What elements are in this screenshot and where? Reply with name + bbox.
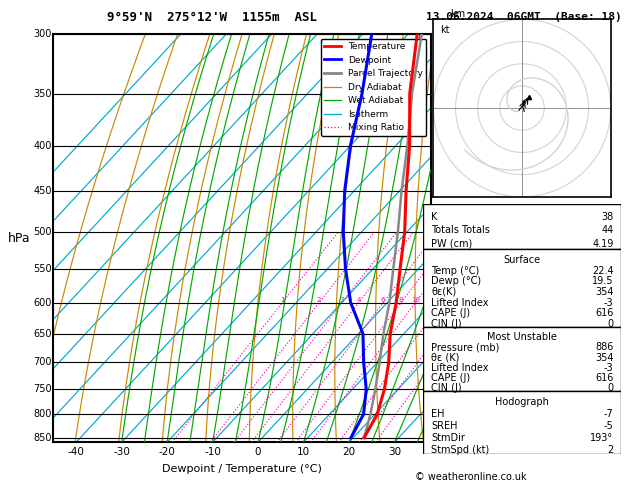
- Text: 0: 0: [608, 319, 613, 329]
- Text: hPa: hPa: [8, 232, 31, 244]
- Text: 9°59'N  275°12'W  1155m  ASL: 9°59'N 275°12'W 1155m ASL: [107, 11, 317, 24]
- Text: K: K: [431, 211, 438, 222]
- Text: LCL: LCL: [433, 433, 450, 443]
- Text: 4: 4: [433, 329, 439, 339]
- Text: 350: 350: [33, 89, 52, 99]
- Text: θε (K): θε (K): [431, 353, 460, 363]
- Text: EH: EH: [431, 409, 445, 419]
- Text: 700: 700: [33, 358, 52, 367]
- Text: -3: -3: [604, 363, 613, 373]
- Text: θε(K): θε(K): [431, 287, 457, 297]
- Text: 300: 300: [33, 29, 52, 39]
- Text: 193°: 193°: [591, 434, 613, 443]
- Text: Hodograph: Hodograph: [496, 397, 549, 407]
- Text: Lifted Index: Lifted Index: [431, 297, 489, 308]
- Text: CIN (J): CIN (J): [431, 319, 462, 329]
- Text: -30: -30: [113, 447, 130, 457]
- Text: StmSpd (kt): StmSpd (kt): [431, 445, 489, 455]
- Text: © weatheronline.co.uk: © weatheronline.co.uk: [415, 472, 526, 482]
- Text: 750: 750: [33, 384, 52, 394]
- Text: CIN (J): CIN (J): [431, 383, 462, 393]
- Text: Totals Totals: Totals Totals: [431, 226, 490, 235]
- Bar: [423, 391, 621, 454]
- Text: 3: 3: [433, 358, 439, 367]
- Text: 3: 3: [340, 297, 344, 303]
- Text: 6: 6: [433, 227, 439, 237]
- Text: kt: kt: [440, 25, 450, 35]
- Text: 600: 600: [33, 298, 52, 308]
- Text: 650: 650: [33, 329, 52, 339]
- Text: Pressure (mb): Pressure (mb): [431, 343, 499, 352]
- Text: 30: 30: [388, 447, 401, 457]
- Bar: [423, 327, 621, 391]
- Text: -7: -7: [604, 409, 613, 419]
- Text: SREH: SREH: [431, 421, 458, 431]
- Text: 5: 5: [433, 264, 439, 274]
- Text: Surface: Surface: [504, 255, 541, 265]
- Text: StmDir: StmDir: [431, 434, 465, 443]
- Text: 6: 6: [381, 297, 386, 303]
- Text: -3: -3: [604, 297, 613, 308]
- Text: 20: 20: [342, 447, 355, 457]
- Text: 10: 10: [411, 297, 420, 303]
- Text: 0: 0: [608, 383, 613, 393]
- Text: CAPE (J): CAPE (J): [431, 373, 470, 383]
- Bar: [423, 249, 621, 327]
- Text: 354: 354: [595, 353, 613, 363]
- Text: 10: 10: [297, 447, 310, 457]
- Text: Lifted Index: Lifted Index: [431, 363, 489, 373]
- Text: 616: 616: [595, 308, 613, 318]
- Text: 2: 2: [607, 445, 613, 455]
- Text: Temp (°C): Temp (°C): [431, 266, 479, 276]
- Text: 22.4: 22.4: [592, 266, 613, 276]
- Text: Dewp (°C): Dewp (°C): [431, 276, 481, 286]
- Text: 38: 38: [601, 211, 613, 222]
- Text: -5: -5: [604, 421, 613, 431]
- Text: 2: 2: [317, 297, 321, 303]
- Text: Mixing Ratio (g/kg): Mixing Ratio (g/kg): [479, 241, 489, 333]
- Text: 13.06.2024  06GMT  (Base: 18): 13.06.2024 06GMT (Base: 18): [426, 12, 622, 22]
- Text: 800: 800: [33, 409, 52, 419]
- Text: Most Unstable: Most Unstable: [487, 332, 557, 342]
- Bar: [423, 204, 621, 249]
- Text: -10: -10: [204, 447, 221, 457]
- Text: -20: -20: [159, 447, 175, 457]
- Text: 0: 0: [255, 447, 261, 457]
- Text: 4.19: 4.19: [592, 239, 613, 249]
- Text: 450: 450: [33, 186, 52, 196]
- Text: 886: 886: [595, 343, 613, 352]
- Text: km
ASL: km ASL: [448, 9, 467, 30]
- Text: 550: 550: [33, 264, 52, 274]
- Text: 44: 44: [601, 226, 613, 235]
- Text: 7: 7: [433, 186, 439, 196]
- Text: 354: 354: [595, 287, 613, 297]
- Text: 616: 616: [595, 373, 613, 383]
- Text: 8: 8: [399, 297, 403, 303]
- Text: 500: 500: [33, 227, 52, 237]
- Text: CAPE (J): CAPE (J): [431, 308, 470, 318]
- Text: 4: 4: [357, 297, 361, 303]
- Legend: Temperature, Dewpoint, Parcel Trajectory, Dry Adiabat, Wet Adiabat, Isotherm, Mi: Temperature, Dewpoint, Parcel Trajectory…: [321, 38, 426, 136]
- Text: 850: 850: [33, 433, 52, 443]
- Text: 19.5: 19.5: [592, 276, 613, 286]
- Text: 400: 400: [33, 140, 52, 151]
- Text: 1: 1: [280, 297, 284, 303]
- Text: -40: -40: [68, 447, 85, 457]
- Text: 2: 2: [433, 409, 439, 419]
- Text: 8: 8: [433, 140, 439, 151]
- Text: PW (cm): PW (cm): [431, 239, 472, 249]
- X-axis label: Dewpoint / Temperature (°C): Dewpoint / Temperature (°C): [162, 465, 322, 474]
